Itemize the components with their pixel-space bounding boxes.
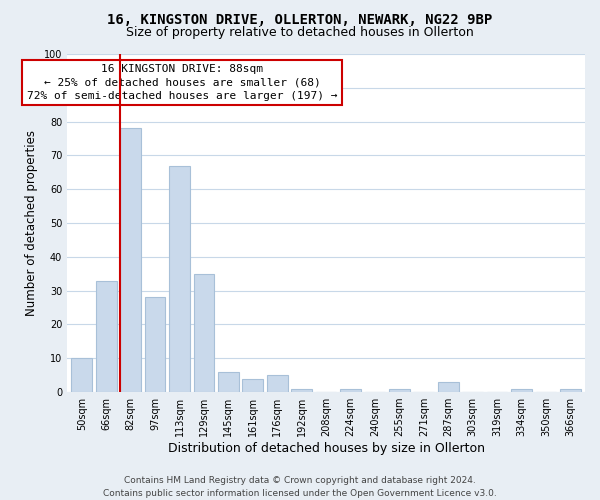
Bar bbox=[560, 388, 581, 392]
Bar bbox=[291, 388, 312, 392]
Text: 16 KINGSTON DRIVE: 88sqm
← 25% of detached houses are smaller (68)
72% of semi-d: 16 KINGSTON DRIVE: 88sqm ← 25% of detach… bbox=[27, 64, 337, 100]
Bar bbox=[120, 128, 141, 392]
Bar bbox=[267, 375, 287, 392]
X-axis label: Distribution of detached houses by size in Ollerton: Distribution of detached houses by size … bbox=[167, 442, 485, 455]
Bar bbox=[218, 372, 239, 392]
Text: 16, KINGSTON DRIVE, OLLERTON, NEWARK, NG22 9BP: 16, KINGSTON DRIVE, OLLERTON, NEWARK, NG… bbox=[107, 12, 493, 26]
Bar bbox=[438, 382, 458, 392]
Bar bbox=[169, 166, 190, 392]
Y-axis label: Number of detached properties: Number of detached properties bbox=[25, 130, 38, 316]
Bar bbox=[194, 274, 214, 392]
Bar bbox=[242, 378, 263, 392]
Bar bbox=[340, 388, 361, 392]
Bar bbox=[389, 388, 410, 392]
Bar bbox=[511, 388, 532, 392]
Text: Size of property relative to detached houses in Ollerton: Size of property relative to detached ho… bbox=[126, 26, 474, 39]
Bar bbox=[145, 298, 166, 392]
Bar bbox=[96, 280, 116, 392]
Text: Contains HM Land Registry data © Crown copyright and database right 2024.
Contai: Contains HM Land Registry data © Crown c… bbox=[103, 476, 497, 498]
Bar bbox=[71, 358, 92, 392]
